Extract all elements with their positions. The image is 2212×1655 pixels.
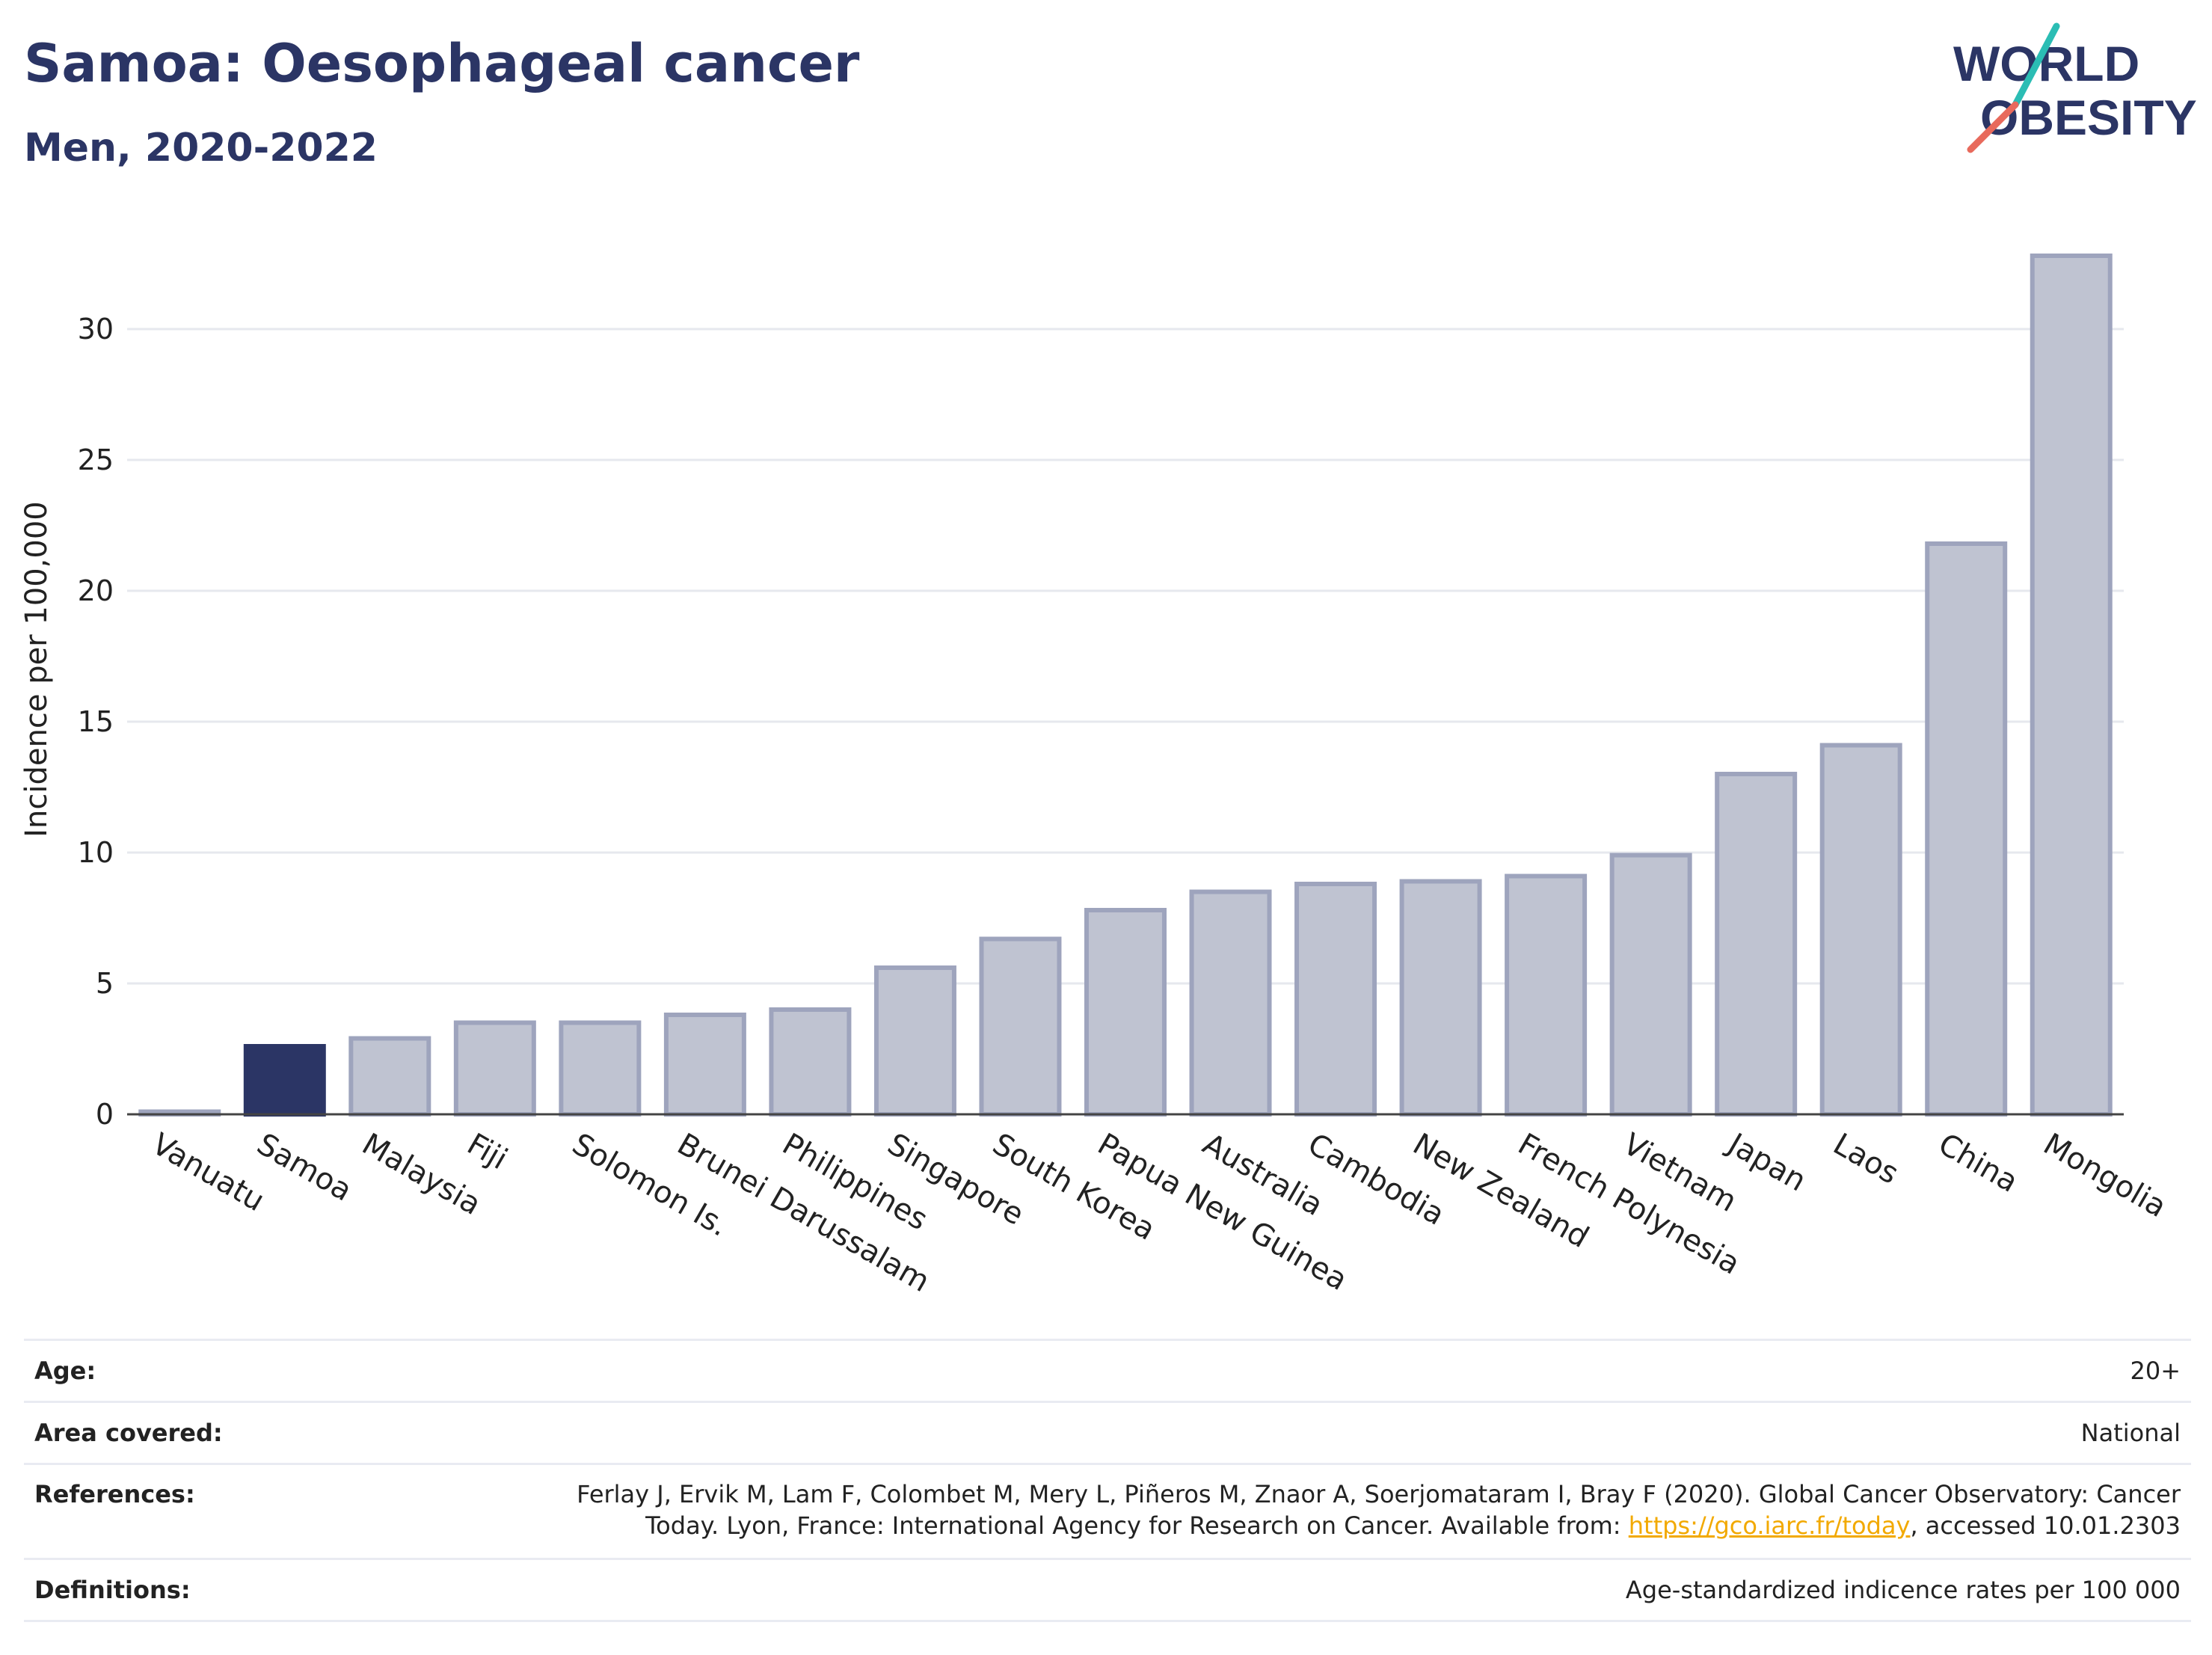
age-value: 20+ xyxy=(2130,1357,2181,1385)
bar-new-zealand xyxy=(1399,879,1482,1117)
page-title: Samoa: Oesophageal cancer xyxy=(24,33,860,94)
x-tick-label: Mongolia xyxy=(2038,1127,2172,1224)
references-label: References: xyxy=(34,1480,195,1508)
bar-china xyxy=(1925,541,2008,1117)
references-line2-post: , accessed 10.01.2303 xyxy=(1910,1511,2181,1540)
bar-cambodia xyxy=(1294,882,1377,1117)
y-tick-label: 25 xyxy=(78,443,114,476)
bar-vietnam xyxy=(1609,853,1692,1117)
bar-south-korea xyxy=(979,936,1062,1117)
references-value: Ferlay J, Ervik M, Lam F, Colombet M, Me… xyxy=(577,1465,2191,1541)
bar-philippines xyxy=(769,1007,852,1117)
metadata-table: Age: 20+ Area covered: National Referenc… xyxy=(24,1339,2191,1622)
bar-papua-new-guinea xyxy=(1084,908,1167,1117)
y-tick-label: 20 xyxy=(78,574,114,607)
x-tick-label: Laos xyxy=(1828,1127,1905,1191)
references-link[interactable]: https://gco.iarc.fr/today xyxy=(1628,1511,1911,1540)
x-tick-label: Samoa xyxy=(251,1127,357,1209)
meta-row-references: References: Ferlay J, Ervik M, Lam F, Co… xyxy=(24,1463,2191,1558)
meta-row-definitions: Definitions: Age-standardized indicence … xyxy=(24,1558,2191,1622)
definitions-value: Age-standardized indicence rates per 100… xyxy=(1625,1576,2181,1604)
age-label: Age: xyxy=(34,1357,96,1385)
y-tick-label: 15 xyxy=(78,705,114,738)
world-obesity-logo: WORLD OBESITY xyxy=(1953,22,2197,153)
bar-solomon-is- xyxy=(559,1020,642,1117)
meta-row-age: Age: 20+ xyxy=(24,1339,2191,1401)
area-value: National xyxy=(2080,1419,2181,1447)
y-tick-label: 10 xyxy=(78,836,114,869)
x-tick-label: Fiji xyxy=(461,1127,513,1177)
meta-row-area: Area covered: National xyxy=(24,1401,2191,1463)
area-label: Area covered: xyxy=(34,1419,223,1447)
bar-japan xyxy=(1715,772,1798,1117)
y-axis-ticks: 0 5 10 15 20 25 30 xyxy=(78,313,114,1131)
y-tick-label: 5 xyxy=(96,967,114,1000)
bar-laos xyxy=(1819,743,1902,1117)
x-tick-label: New Zealand xyxy=(1407,1127,1595,1255)
bar-malaysia xyxy=(348,1036,431,1117)
bar-mongolia xyxy=(2030,254,2113,1117)
bar-australia xyxy=(1189,889,1272,1117)
x-tick-label: China xyxy=(1932,1127,2024,1200)
x-tick-label: Vanuatu xyxy=(146,1127,270,1218)
page-subtitle: Men, 2020-2022 xyxy=(24,126,378,171)
y-axis-label: Incidence per 100,000 xyxy=(19,501,54,838)
references-line1: Ferlay J, Ervik M, Lam F, Colombet M, Me… xyxy=(577,1480,2181,1508)
bar-french-polynesia xyxy=(1505,873,1588,1117)
bar-samoa xyxy=(243,1044,326,1117)
y-tick-label: 0 xyxy=(96,1098,114,1131)
y-tick-label: 30 xyxy=(78,313,114,346)
bar-singapore xyxy=(873,965,956,1117)
references-line2-pre: Today. Lyon, France: International Agenc… xyxy=(645,1511,1629,1540)
definitions-label: Definitions: xyxy=(34,1576,191,1604)
bars xyxy=(138,254,2113,1117)
bar-brunei-darussalam xyxy=(663,1013,746,1117)
bar-fiji xyxy=(453,1020,536,1117)
x-tick-label: Malaysia xyxy=(356,1127,486,1222)
